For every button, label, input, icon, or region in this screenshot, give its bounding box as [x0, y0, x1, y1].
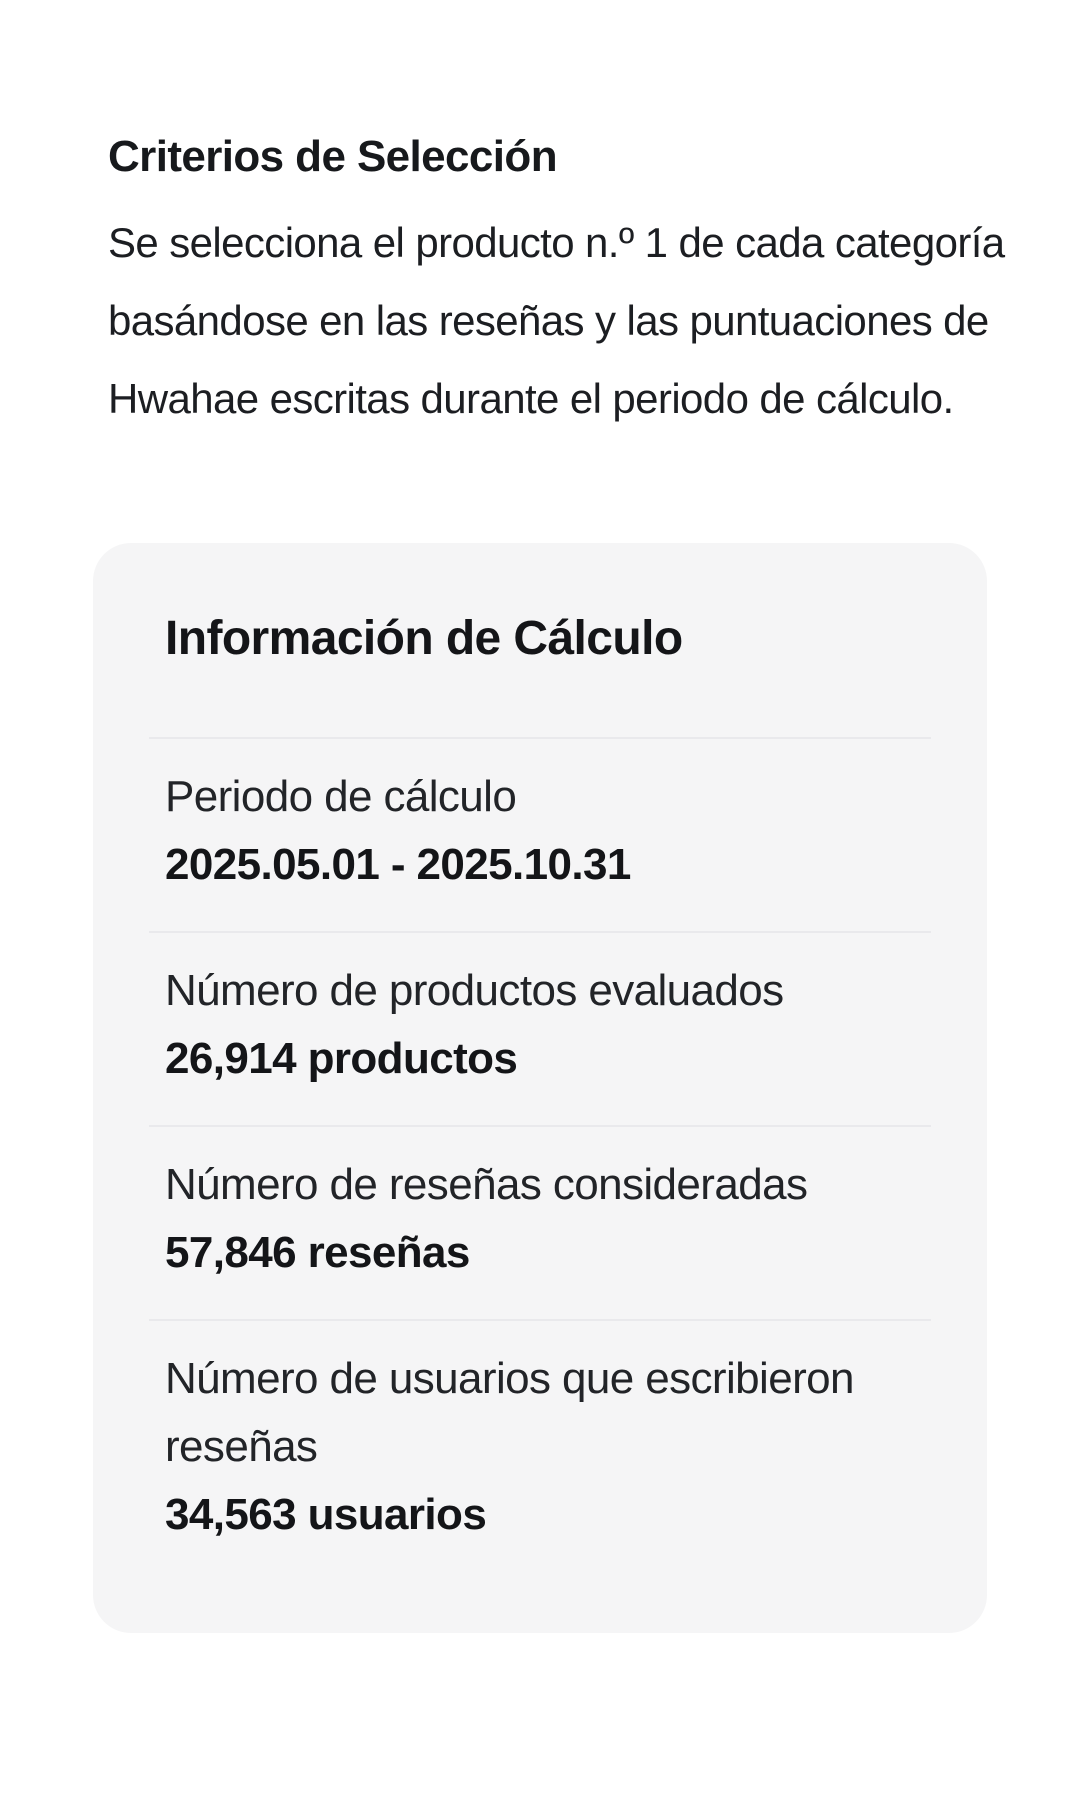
info-row-value: 34,563 usuarios — [165, 1490, 487, 1539]
info-row-label: Número de productos evaluados — [165, 957, 915, 1025]
selection-criteria-paragraph: Se selecciona el producto n.º 1 de cada … — [108, 204, 1005, 438]
text-line: Número de productos evaluados — [165, 966, 784, 1015]
info-row-value: 2025.05.01 - 2025.10.31 — [165, 840, 631, 889]
info-row-label: Número de reseñas consideradas — [165, 1151, 915, 1219]
text-line: Número de usuarios que escribieron — [165, 1354, 854, 1403]
info-row-value: 26,914 productos — [165, 1034, 518, 1083]
info-row-products-evaluated: Número de productos evaluados 26,914 pro… — [149, 931, 931, 1125]
text-line: Hwahae escritas durante el periodo de cá… — [108, 375, 954, 422]
calculation-info-title: Información de Cálculo — [165, 612, 683, 665]
info-row-label: Número de usuarios que escribieron reseñ… — [165, 1345, 915, 1481]
text-line: reseñas — [165, 1422, 318, 1471]
text-line: Se selecciona el producto n.º 1 de cada … — [108, 219, 1005, 266]
text-line: Periodo de cálculo — [165, 772, 517, 821]
selection-criteria-heading: Criterios de Selección — [108, 132, 558, 181]
selection-criteria-section: Criterios de Selección Se selecciona el … — [108, 127, 1005, 438]
info-row-value: 57,846 reseñas — [165, 1228, 470, 1277]
info-row-review-users: Número de usuarios que escribieron reseñ… — [149, 1319, 931, 1581]
info-row-label: Periodo de cálculo — [165, 763, 915, 831]
info-row-calculation-period: Periodo de cálculo 2025.05.01 - 2025.10.… — [149, 737, 931, 931]
text-line: basándose en las reseñas y las puntuacio… — [108, 297, 989, 344]
calculation-info-card: Información de Cálculo Periodo de cálcul… — [93, 543, 987, 1633]
text-line: Número de reseñas consideradas — [165, 1160, 808, 1209]
info-row-reviews-considered: Número de reseñas consideradas 57,846 re… — [149, 1125, 931, 1319]
